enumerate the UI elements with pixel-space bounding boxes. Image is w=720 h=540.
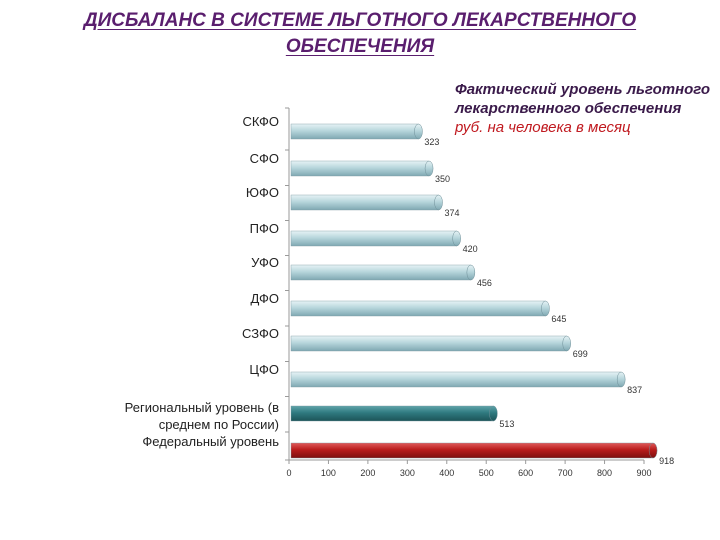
caption-line-2: руб. на человека в месяц [455,119,631,136]
x-tick-label: 400 [439,468,454,478]
category-label: ПФО [250,221,279,236]
category-label: УФО [251,255,279,270]
data-label: 323 [424,137,439,147]
category-label: ЮФО [246,185,279,200]
bar-cap [434,194,443,211]
bar-cap [562,335,571,352]
bar-cap [466,264,476,281]
category-label: Федеральный уровень [142,434,279,449]
caption-line-1: Фактический уровень льготного лекарствен… [455,81,711,117]
data-label: 374 [445,208,460,218]
bar-cap [616,371,626,388]
bar [290,194,439,211]
x-tick-label: 100 [321,468,336,478]
bar [290,160,430,177]
bar [290,300,546,317]
category-label: СКФО [242,114,279,129]
bar-cap [452,230,461,247]
data-label: 350 [435,174,450,184]
bar [290,123,419,140]
x-tick-label: 300 [400,468,415,478]
data-label: 645 [551,314,566,324]
bar [290,335,567,352]
page-title: ДИСБАЛАНС В СИСТЕМЕ ЛЬГОТНОГО ЛЕКАРСТВЕН… [0,8,720,60]
title-line-1: ДИСБАЛАНС В СИСТЕМЕ ЛЬГОТНОГО ЛЕКАРСТВЕН… [83,10,637,31]
bar [290,230,457,247]
bar-cap [541,300,550,317]
category-label: СФО [250,151,279,166]
title-line-2: ОБЕСПЕЧЕНИЯ [285,36,435,57]
bar-cap [648,442,658,459]
chart-caption: Фактический уровень льготного лекарствен… [455,80,715,137]
data-label: 837 [627,385,642,395]
x-tick-label: 900 [636,468,651,478]
data-label: 456 [477,278,492,288]
x-tick-label: 600 [518,468,533,478]
bar-cap [414,123,423,140]
x-tick-label: 0 [286,468,291,478]
data-label: 699 [573,349,588,359]
bar [290,264,472,281]
bar [290,405,494,422]
category-label: Региональный уровень (в среднем по России… [125,400,279,432]
category-label: СЗФО [242,326,279,341]
x-tick-label: 200 [360,468,375,478]
bar [290,371,622,388]
data-label: 918 [659,456,674,466]
category-label: ЦФО [249,362,279,377]
bar-cap [489,405,498,422]
bar-cap [424,160,434,177]
data-label: 513 [499,419,514,429]
x-tick-label: 800 [597,468,612,478]
x-tick-label: 500 [479,468,494,478]
data-label: 420 [463,244,478,254]
category-label: ДФО [250,291,279,306]
bar [290,442,654,459]
x-tick-label: 700 [558,468,573,478]
